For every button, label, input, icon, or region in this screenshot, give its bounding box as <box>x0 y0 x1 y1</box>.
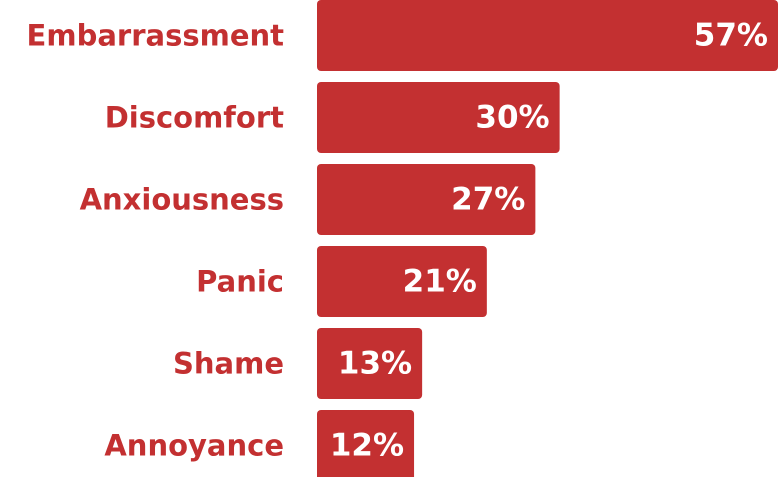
category-labels-layer: Embarrassment Discomfort Anxiousness Panic S… <box>27 19 285 463</box>
value-label-discomfort: 30% <box>475 100 549 136</box>
value-label-embarrassment: 57% <box>694 18 768 54</box>
category-label-shame: Shame <box>173 347 284 381</box>
value-label-annoyance: 12% <box>330 428 404 464</box>
value-label-shame: 13% <box>338 346 412 382</box>
bars-layer <box>317 0 778 477</box>
category-label-annoyance: Annoyance <box>104 429 284 463</box>
bar-shame <box>317 328 423 399</box>
bar-discomfort <box>317 82 560 153</box>
value-label-panic: 21% <box>403 264 477 300</box>
bar-embarrassment <box>317 0 778 71</box>
category-label-panic: Panic <box>196 265 284 299</box>
bar-annoyance <box>317 410 415 477</box>
value-labels-layer: 57% 30% 27% 21% 13% 12% <box>330 18 768 464</box>
category-label-anxiousness: Anxiousness <box>80 183 284 217</box>
bar-anxiousness <box>317 164 536 235</box>
category-label-discomfort: Discomfort <box>105 101 284 135</box>
bar-panic <box>317 246 487 317</box>
value-label-anxiousness: 27% <box>451 182 525 218</box>
category-label-embarrassment: Embarrassment <box>27 19 285 53</box>
